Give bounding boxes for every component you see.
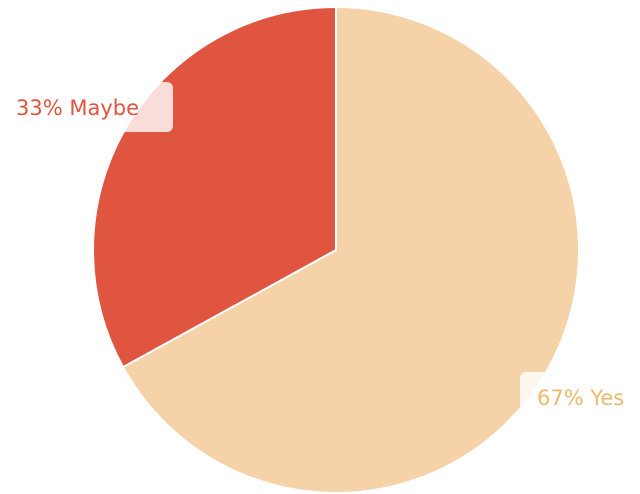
slice-label-yes-text: 67% Yes xyxy=(537,386,624,410)
slice-label-maybe-text: 33% Maybe xyxy=(16,96,139,120)
slice-label-maybe: 33% Maybe xyxy=(5,82,173,132)
slice-label-maybe-box xyxy=(5,82,173,132)
slice-label-yes-box xyxy=(520,372,640,424)
pie-slices xyxy=(92,5,580,494)
slice-label-yes: 67% Yes xyxy=(520,372,640,424)
